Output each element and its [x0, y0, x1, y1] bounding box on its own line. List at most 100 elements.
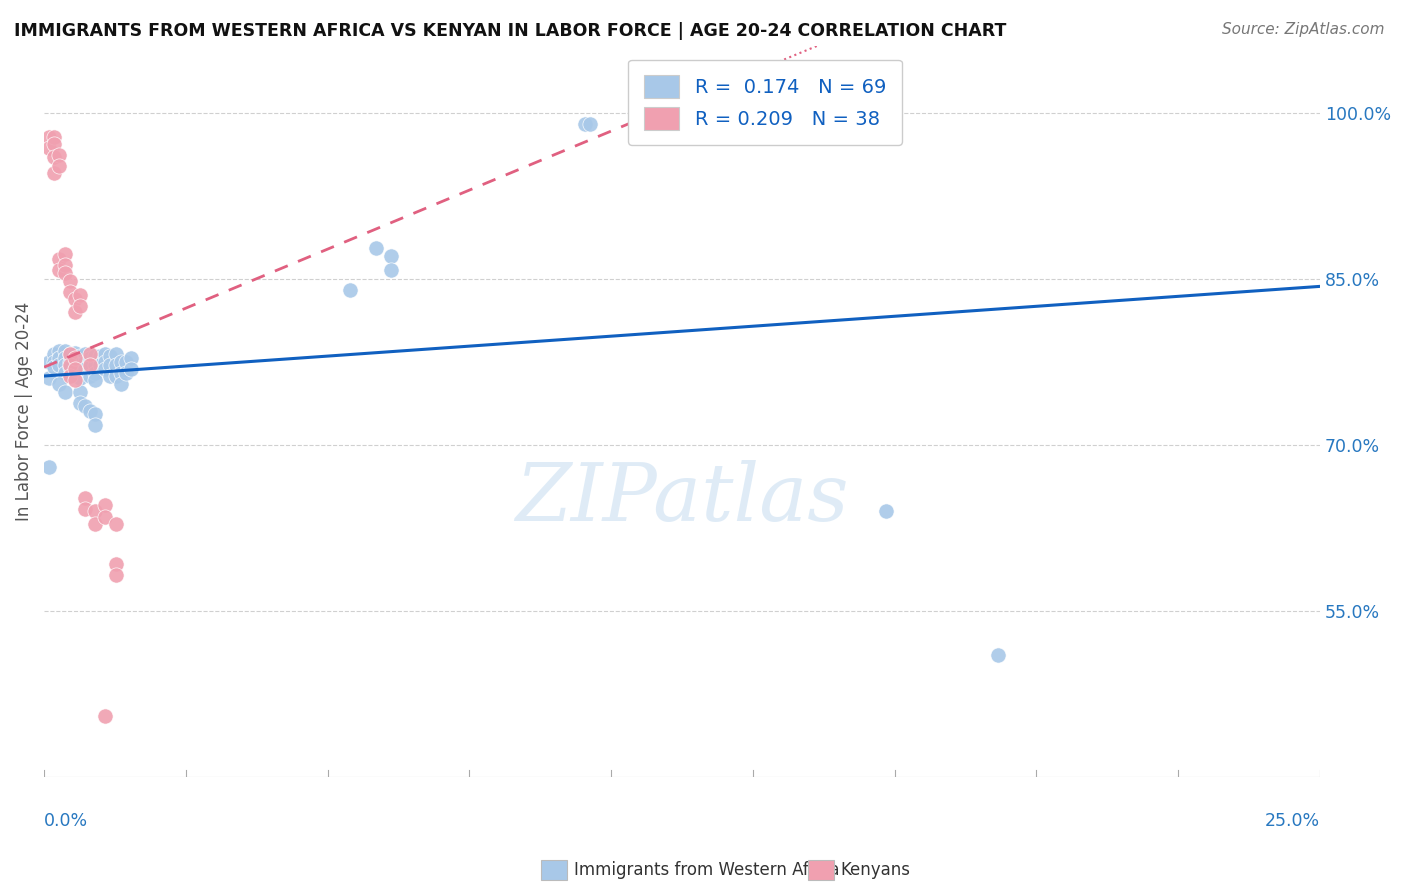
Point: [38, 371, 60, 385]
Point: [69, 371, 91, 385]
Point: [63, 351, 86, 366]
Point: [53, 351, 76, 366]
Point: [110, 354, 132, 368]
Point: [59, 274, 82, 288]
Point: [114, 366, 136, 380]
Point: [104, 358, 127, 372]
Point: [38, 130, 60, 145]
Point: [69, 362, 91, 376]
Point: [59, 369, 82, 384]
Point: [38, 354, 60, 368]
Legend: R =  0.174   N = 69, R = 0.209   N = 38: R = 0.174 N = 69, R = 0.209 N = 38: [628, 60, 901, 145]
Point: [79, 358, 101, 372]
Point: [44, 166, 66, 180]
Point: [100, 358, 122, 372]
Point: [104, 347, 127, 361]
Point: [53, 358, 76, 372]
Point: [89, 358, 111, 372]
Point: [63, 351, 86, 366]
Point: [114, 354, 136, 368]
Point: [84, 374, 107, 388]
Point: [84, 417, 107, 432]
Point: [53, 366, 76, 380]
Point: [59, 347, 82, 361]
Point: [104, 568, 127, 582]
Point: [48, 262, 70, 277]
Point: [94, 362, 117, 376]
Point: [44, 130, 66, 145]
Point: [69, 354, 91, 368]
Point: [44, 347, 66, 361]
Point: [73, 347, 96, 361]
Point: [339, 283, 361, 297]
Text: ZIPatlas: ZIPatlas: [516, 460, 849, 538]
Point: [63, 358, 86, 372]
Point: [53, 266, 76, 280]
Point: [120, 351, 142, 366]
Point: [100, 369, 122, 384]
Point: [110, 366, 132, 380]
Point: [380, 262, 402, 277]
Point: [84, 366, 107, 380]
Point: [48, 252, 70, 266]
Point: [53, 258, 76, 272]
Point: [79, 404, 101, 418]
Y-axis label: In Labor Force | Age 20-24: In Labor Force | Age 20-24: [15, 301, 32, 521]
Point: [104, 369, 127, 384]
Point: [94, 499, 117, 513]
Point: [53, 384, 76, 399]
Point: [79, 351, 101, 366]
Point: [63, 366, 86, 380]
Point: [94, 347, 117, 361]
Point: [59, 285, 82, 299]
Point: [73, 399, 96, 413]
Point: [79, 347, 101, 361]
Point: [94, 509, 117, 524]
Point: [69, 299, 91, 313]
Point: [79, 369, 101, 384]
Point: [79, 360, 101, 375]
Point: [63, 292, 86, 306]
Point: [38, 141, 60, 155]
Point: [574, 117, 596, 131]
Point: [737, 114, 759, 128]
Point: [73, 491, 96, 505]
Point: [53, 343, 76, 358]
Point: [53, 247, 76, 261]
Point: [84, 349, 107, 363]
Point: [69, 288, 91, 302]
Point: [89, 349, 111, 363]
Point: [875, 504, 897, 518]
Point: [104, 517, 127, 532]
Point: [48, 343, 70, 358]
Point: [110, 376, 132, 391]
Point: [579, 117, 602, 131]
Point: [69, 384, 91, 399]
Point: [48, 358, 70, 372]
Point: [73, 362, 96, 376]
Point: [59, 360, 82, 375]
Point: [84, 358, 107, 372]
Point: [69, 349, 91, 363]
Text: IMMIGRANTS FROM WESTERN AFRICA VS KENYAN IN LABOR FORCE | AGE 20-24 CORRELATION : IMMIGRANTS FROM WESTERN AFRICA VS KENYAN…: [14, 22, 1007, 40]
Point: [48, 159, 70, 173]
Point: [48, 351, 70, 366]
Point: [380, 250, 402, 264]
Point: [59, 369, 82, 384]
Point: [59, 358, 82, 372]
Point: [94, 354, 117, 368]
Text: Source: ZipAtlas.com: Source: ZipAtlas.com: [1222, 22, 1385, 37]
Point: [104, 557, 127, 571]
Point: [44, 360, 66, 375]
Text: 25.0%: 25.0%: [1265, 812, 1320, 830]
Point: [63, 362, 86, 376]
Text: 0.0%: 0.0%: [44, 812, 89, 830]
Point: [100, 349, 122, 363]
Point: [73, 354, 96, 368]
Point: [364, 241, 387, 255]
Point: [63, 345, 86, 359]
Point: [59, 354, 82, 368]
Point: [63, 374, 86, 388]
Point: [94, 708, 117, 723]
Point: [84, 407, 107, 421]
